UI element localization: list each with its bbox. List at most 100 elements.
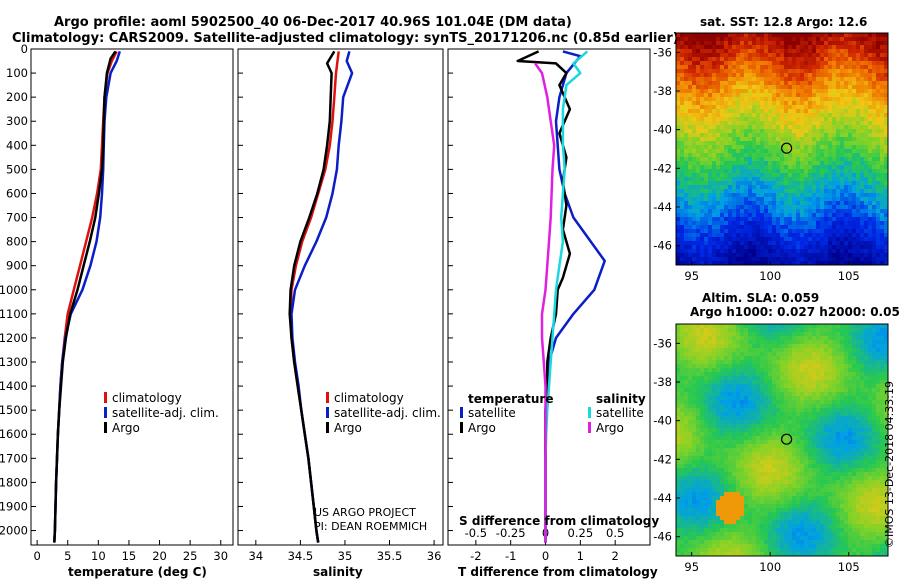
heatmap-cell: [796, 93, 801, 98]
heatmap-cell: [736, 33, 741, 38]
heatmap-cell: [840, 400, 845, 405]
heatmap-cell: [712, 392, 717, 397]
heatmap-cell: [756, 356, 761, 361]
heatmap-cell: [832, 261, 837, 266]
heatmap-cell: [788, 41, 793, 46]
heatmap-cell: [800, 404, 805, 409]
heatmap-cell: [676, 33, 681, 38]
heatmap-cell: [828, 360, 833, 365]
heatmap-cell: [876, 73, 881, 78]
heatmap-cell: [848, 69, 853, 74]
heatmap-cell: [700, 117, 705, 122]
heatmap-cell: [708, 85, 713, 90]
heatmap-cell: [848, 420, 853, 425]
heatmap-cell: [760, 336, 765, 341]
heatmap-cell: [772, 364, 777, 369]
heatmap-cell: [728, 157, 733, 162]
heatmap-cell: [796, 340, 801, 345]
heatmap-cell: [756, 372, 761, 377]
heatmap-cell: [740, 105, 745, 110]
heatmap-cell: [752, 249, 757, 254]
heatmap-cell: [792, 201, 797, 206]
heatmap-cell: [716, 149, 721, 154]
heatmap-cell: [864, 137, 869, 142]
heatmap-cell: [852, 221, 857, 226]
heatmap-cell: [716, 324, 721, 329]
heatmap-cell: [852, 396, 857, 401]
heatmap-cell: [708, 125, 713, 130]
heatmap-cell: [736, 376, 741, 381]
heatmap-cell: [680, 65, 685, 70]
heatmap-cell: [720, 189, 725, 194]
heatmap-cell: [812, 229, 817, 234]
heatmap-cell: [728, 205, 733, 210]
heatmap-cell: [764, 380, 769, 385]
heatmap-cell: [832, 205, 837, 210]
heatmap-cell: [884, 165, 889, 170]
heatmap-cell: [848, 376, 853, 381]
heatmap-cell: [740, 69, 745, 74]
heatmap-cell: [800, 261, 805, 266]
heatmap-cell: [828, 209, 833, 214]
heatmap-cell: [824, 352, 829, 357]
heatmap-cell: [876, 81, 881, 86]
heatmap-cell: [840, 336, 845, 341]
heatmap-cell: [736, 165, 741, 170]
heatmap-cell: [772, 153, 777, 158]
heatmap-cell: [844, 440, 849, 445]
heatmap-cell: [760, 416, 765, 421]
heatmap-cell: [796, 141, 801, 146]
heatmap-cell: [852, 444, 857, 449]
heatmap-cell: [792, 352, 797, 357]
heatmap-cell: [836, 448, 841, 453]
heatmap-cell: [872, 85, 877, 90]
heatmap-cell: [820, 209, 825, 214]
heatmap-cell: [792, 89, 797, 94]
heatmap-cell: [784, 133, 789, 138]
heatmap-cell: [864, 161, 869, 166]
heatmap-cell: [864, 237, 869, 242]
heatmap-cell: [740, 237, 745, 242]
heatmap-cell: [800, 328, 805, 333]
heatmap-cell: [728, 213, 733, 218]
lon-tick-label: 100: [759, 269, 781, 283]
heatmap-cell: [776, 241, 781, 246]
heatmap-cell: [756, 185, 761, 190]
heatmap-cell: [836, 81, 841, 86]
heatmap-cell: [836, 245, 841, 250]
heatmap-cell: [728, 352, 733, 357]
heatmap-cell: [876, 57, 881, 62]
heatmap-cell: [844, 388, 849, 393]
heatmap-cell: [864, 37, 869, 42]
heatmap-cell: [700, 73, 705, 78]
heatmap-cell: [712, 241, 717, 246]
heatmap-cell: [768, 189, 773, 194]
heatmap-cell: [696, 408, 701, 413]
heatmap-cell: [712, 121, 717, 126]
heatmap-cell: [864, 45, 869, 50]
heatmap-cell: [716, 193, 721, 198]
heatmap-cell: [728, 57, 733, 62]
heatmap-cell: [836, 360, 841, 365]
heatmap-cell: [884, 149, 889, 154]
heatmap-cell: [768, 388, 773, 393]
heatmap-cell: [804, 133, 809, 138]
heatmap-cell: [724, 189, 729, 194]
heatmap-cell: [740, 416, 745, 421]
heatmap-cell: [876, 420, 881, 425]
heatmap-cell: [780, 380, 785, 385]
heatmap-cell: [748, 328, 753, 333]
heatmap-cell: [852, 89, 857, 94]
heatmap-cell: [684, 149, 689, 154]
heatmap-cell: [848, 253, 853, 258]
heatmap-cell: [796, 404, 801, 409]
heatmap-cell: [680, 233, 685, 238]
heatmap-cell: [808, 117, 813, 122]
heatmap-cell: [832, 125, 837, 130]
heatmap-cell: [704, 85, 709, 90]
heatmap-cell: [856, 229, 861, 234]
heatmap-cell: [860, 97, 865, 102]
heatmap-cell: [780, 109, 785, 114]
heatmap-cell: [828, 436, 833, 441]
heatmap-cell: [872, 388, 877, 393]
